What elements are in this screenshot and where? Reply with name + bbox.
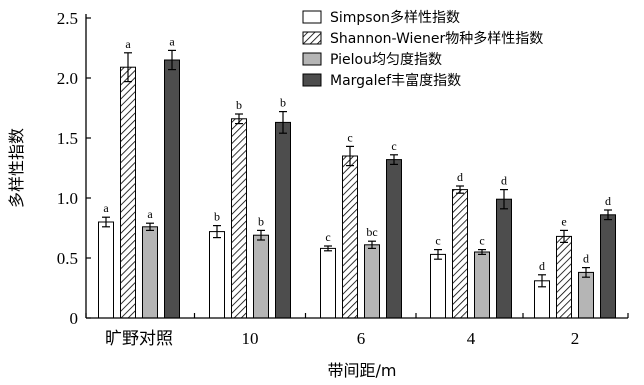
x-tick-label: 2 (571, 329, 580, 348)
legend-label: Pielou均匀度指数 (330, 52, 442, 68)
x-tick-label: 旷野对照 (105, 329, 173, 348)
legend-swatch (302, 73, 322, 87)
bar (600, 214, 616, 319)
significance-label: d (457, 170, 463, 184)
bar (98, 221, 114, 319)
y-tick-label: 2.0 (57, 69, 78, 88)
error-bar (368, 240, 376, 249)
bar (275, 121, 291, 319)
error-bar (456, 185, 464, 194)
significance-label: d (605, 194, 611, 208)
bar (474, 251, 490, 319)
significance-label: b (236, 98, 242, 112)
bar (386, 159, 402, 319)
legend-item: Shannon-Wiener物种多样性指数 (302, 30, 543, 47)
significance-label: c (479, 234, 484, 248)
error-bar (390, 154, 398, 165)
legend: Simpson多样性指数 Shannon-Wiener物种多样性指数 Pielou均… (302, 9, 543, 89)
error-bar (146, 222, 154, 231)
legend-item: Pielou均匀度指数 (302, 52, 442, 68)
error-bar (434, 249, 442, 260)
y-tick-label: 0.5 (57, 249, 78, 268)
error-bar (235, 113, 243, 125)
significance-label: d (501, 174, 507, 188)
legend-label: Simpson多样性指数 (330, 9, 460, 26)
legend-swatch (302, 31, 322, 45)
bar (120, 66, 136, 319)
error-bar (478, 249, 486, 255)
significance-label: e (561, 214, 566, 228)
error-bar (102, 216, 110, 228)
y-tick-label: 1.0 (57, 189, 78, 208)
bar (452, 189, 468, 319)
error-bar (168, 49, 176, 71)
significance-label: a (147, 207, 153, 221)
y-axis-title: 多样性指数 (7, 128, 26, 208)
significance-label: b (280, 96, 286, 110)
significance-label: a (125, 37, 131, 51)
significance-label: bc (366, 225, 377, 239)
legend-item: Margalef丰富度指数 (302, 72, 461, 89)
legend-label: Margalef丰富度指数 (330, 72, 461, 89)
error-bar (346, 145, 354, 167)
x-tick-label: 10 (242, 329, 259, 348)
legend-swatch (302, 10, 322, 24)
significance-label: b (214, 210, 220, 224)
error-bar (560, 229, 568, 243)
bar (496, 198, 512, 319)
bar (320, 247, 336, 319)
x-tick-label: 4 (467, 329, 476, 348)
x-tick-label: 6 (357, 329, 366, 348)
bar (231, 118, 247, 319)
legend-swatch (302, 52, 322, 66)
bar (164, 59, 180, 319)
bar (556, 235, 572, 319)
error-bar (124, 52, 132, 83)
bar (342, 155, 358, 319)
error-bar (324, 245, 332, 252)
bar (364, 244, 380, 319)
bar (578, 271, 594, 319)
significance-label: c (325, 230, 330, 244)
bar (253, 234, 269, 319)
significance-label: c (435, 234, 440, 248)
axes: 0 0.5 1.0 1.5 2.0 2.5 旷野对照 10 6 4 2 (57, 9, 629, 348)
error-bar (538, 274, 546, 288)
bar (209, 231, 225, 319)
legend-item: Simpson多样性指数 (302, 9, 460, 26)
significance-label: a (169, 34, 175, 48)
y-tick-label: 1.5 (57, 129, 78, 148)
y-tick-label: 0 (70, 309, 79, 328)
significance-label: c (347, 130, 352, 144)
significance-label: d (539, 259, 545, 273)
significance-label: c (391, 139, 396, 153)
bar (142, 226, 158, 319)
error-bar (279, 110, 287, 134)
error-bar (604, 209, 612, 221)
significance-label: b (258, 214, 264, 228)
significance-label: d (583, 252, 589, 266)
legend-label: Shannon-Wiener物种多样性指数 (330, 30, 543, 47)
error-bar (257, 229, 265, 241)
error-bar (582, 267, 590, 278)
error-bar (500, 189, 508, 210)
error-bar (213, 225, 221, 239)
significance-label: a (103, 201, 109, 215)
y-tick-label: 2.5 (57, 9, 78, 28)
bar (430, 253, 446, 319)
x-axis-title: 带间距/m (328, 361, 397, 380)
